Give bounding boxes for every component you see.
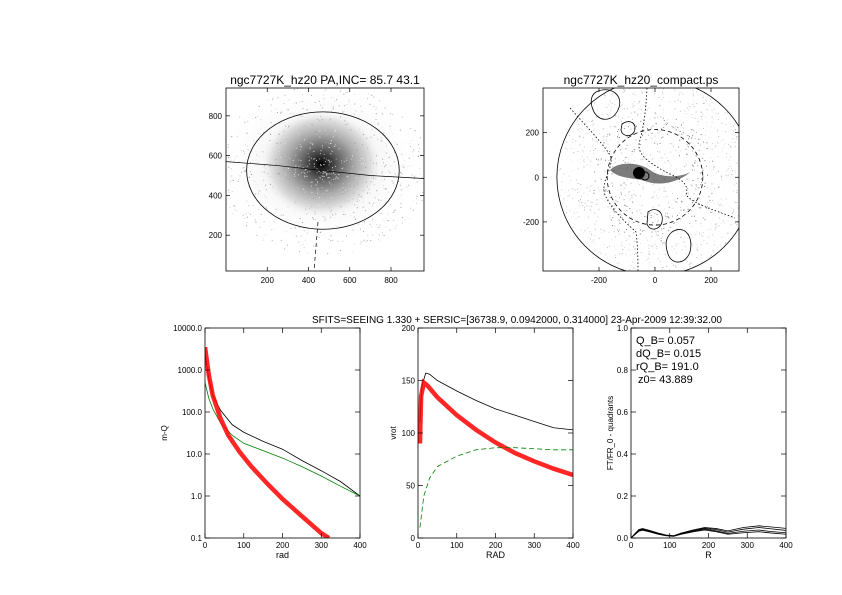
- y-tick-label: -200: [523, 218, 540, 227]
- x-axis-label: rad: [276, 550, 289, 560]
- contour-bottom-right: [665, 229, 692, 263]
- dotted-spiral-left: [569, 107, 639, 271]
- y-tick-label: 10000.0: [173, 324, 202, 333]
- y-tick-label: 1.0: [191, 492, 203, 501]
- y-tick-label: 400: [209, 191, 223, 200]
- y-tick-label: 0.6: [617, 408, 629, 417]
- x-tick-label: 400: [779, 541, 793, 550]
- image-panel: 200 400 600 800 200 400 600 800: [209, 87, 425, 285]
- y-axis-label: FT/FR_0 - quadrants: [606, 396, 615, 470]
- y-tick-label: 1000.0: [178, 366, 203, 375]
- dotted-spiral-right: [638, 88, 736, 219]
- x-tick-label: 300: [528, 541, 542, 550]
- y-tick-label: 200: [402, 324, 416, 333]
- galaxy-image: [259, 109, 383, 219]
- corotation-circle: [606, 129, 704, 226]
- compact-panel: -200 0 200 -200 0 200: [523, 87, 740, 285]
- green-curve: [419, 447, 573, 528]
- y-tick-label: 100: [402, 429, 416, 438]
- y-tick-label: 0.4: [617, 450, 629, 459]
- black-curve: [419, 372, 573, 431]
- y-tick-label: 1.0: [617, 324, 629, 333]
- contour-small: [620, 121, 636, 136]
- x-tick-label: 0: [203, 541, 208, 550]
- compact-panel-axes: -200 0 200 -200 0 200: [523, 88, 739, 285]
- center-ring: [640, 171, 650, 181]
- z0-value: z0= 43.889: [638, 374, 693, 386]
- image-panel-axes: 200 400 600 800 200 400 600 800: [209, 88, 424, 285]
- x-tick-label: 200: [489, 541, 503, 550]
- x-tick-label: 100: [450, 541, 464, 550]
- contour-lower: [646, 209, 663, 230]
- plot-frame: [417, 327, 574, 539]
- plot-area: [418, 372, 573, 528]
- image-panel-title: ngc7727K_hz20 PA,INC= 85.7 43.1: [230, 73, 420, 87]
- fit-parameters-line: SFITS=SEEING 1.330 + SERSIC=[36738.9, 0.…: [312, 315, 722, 326]
- image-noise: [226, 88, 424, 254]
- y-tick-label: 0.2: [617, 492, 629, 501]
- x-tick-label: 400: [566, 541, 580, 550]
- y-tick-label: 600: [209, 152, 223, 161]
- contour-top-left: [590, 89, 621, 120]
- x-tick-label: 400: [302, 276, 316, 285]
- green-curve: [205, 382, 360, 497]
- rq-b-value: rQ_B= 191.0: [636, 361, 699, 373]
- black-curve: [631, 525, 786, 538]
- plot-area: [631, 525, 786, 538]
- bar-feature: [610, 163, 690, 184]
- x-tick-label: 100: [663, 541, 677, 550]
- model-curve-red: [418, 378, 573, 478]
- q-b-value: Q_B= 0.057: [636, 335, 695, 347]
- x-tick-label: 0: [416, 541, 421, 550]
- y-tick-label: 200: [526, 129, 540, 138]
- x-axis-label: R: [705, 550, 712, 560]
- minor-axis-dash: [313, 221, 319, 271]
- center-blob: [633, 167, 645, 179]
- x-tick-label: 200: [276, 541, 290, 550]
- fourier-ratio-panel: Q_B= 0.057 dQ_B= 0.015 rQ_B= 191.0 z0= 4…: [606, 324, 793, 560]
- y-axis-label: m-Q: [160, 425, 169, 441]
- black-curve: [631, 529, 786, 538]
- y-tick-label: 50: [406, 482, 415, 491]
- plot-area: [205, 346, 360, 538]
- x-tick-label: 100: [237, 541, 251, 550]
- disk-ellipse: [246, 111, 400, 230]
- y-tick-label: 800: [209, 112, 223, 121]
- y-tick-label: 0.1: [191, 534, 203, 543]
- y-tick-label: 0.0: [617, 534, 629, 543]
- x-tick-label: 400: [353, 541, 367, 550]
- x-tick-label: 0: [653, 276, 658, 285]
- profile-log-panel: 0 100 200 300 400 0.1 1.0 10.0 100.0 1000.0 10000.…: [160, 324, 367, 560]
- y-tick-label: 200: [209, 231, 223, 240]
- x-axis-label: RAD: [486, 550, 506, 560]
- outer-circle: [556, 88, 739, 271]
- y-tick-label: 0: [411, 534, 416, 543]
- y-tick-label: 10.0: [186, 450, 202, 459]
- x-tick-label: 300: [741, 541, 755, 550]
- x-tick-label: 800: [384, 276, 398, 285]
- y-tick-label: 0: [535, 173, 540, 182]
- compact-panel-title: ngc7727K_hz20_compact.ps: [564, 73, 719, 87]
- model-curve-red: [205, 346, 331, 538]
- black-curve: [205, 353, 360, 497]
- x-tick-label: 200: [704, 276, 718, 285]
- y-axis-label: vrot: [389, 426, 398, 440]
- major-axis-line: [226, 161, 424, 179]
- x-tick-label: -200: [591, 276, 608, 285]
- x-tick-label: 0: [629, 541, 634, 550]
- black-curve: [631, 528, 786, 538]
- x-tick-label: 600: [343, 276, 357, 285]
- compact-noise: [558, 88, 739, 271]
- x-tick-label: 300: [315, 541, 329, 550]
- y-tick-label: 150: [402, 377, 416, 386]
- y-tick-label: 100.0: [182, 408, 203, 417]
- dq-b-value: dQ_B= 0.015: [636, 348, 701, 360]
- x-tick-label: 200: [261, 276, 275, 285]
- x-tick-label: 200: [702, 541, 716, 550]
- y-tick-label: 0.8: [617, 366, 629, 375]
